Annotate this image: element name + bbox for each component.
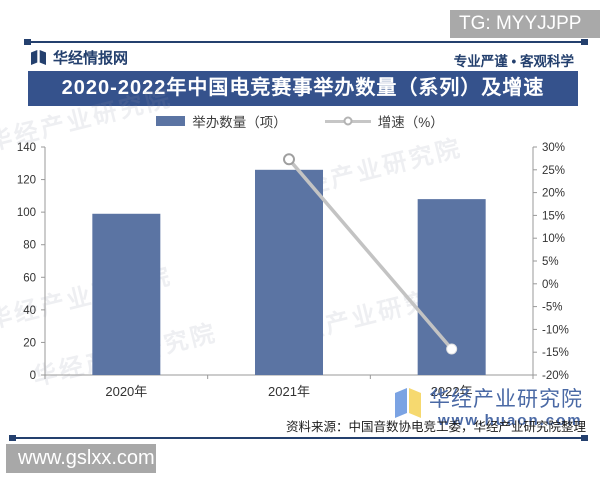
- growth-line: [287, 157, 454, 351]
- huaon-logo-icon: [392, 385, 424, 429]
- header-rule: [24, 39, 588, 45]
- rule-cap: [24, 39, 31, 45]
- right-axis-tick-label: 10%: [542, 233, 565, 245]
- circle-marker-icon: [343, 116, 353, 126]
- line-marker-icon: [324, 116, 371, 126]
- left-axis-tick-label: 140: [17, 142, 36, 154]
- left-axis-tick-label: 120: [17, 175, 36, 187]
- site-brand-name: 华经情报网: [53, 50, 129, 67]
- right-axis-tick-label: -10%: [542, 324, 569, 336]
- bar-swatch-icon: [156, 116, 186, 126]
- right-axis-tick-label: -20%: [542, 370, 569, 382]
- footer-brand: 华经产业研究院 www.huaon.com: [392, 383, 583, 429]
- left-axis-tick-label: 20: [23, 337, 36, 349]
- bar-2020年: [92, 213, 161, 375]
- right-axis-tick-label: 30%: [542, 142, 565, 154]
- legend-line-label: 增速（%）: [377, 115, 444, 130]
- right-axis-tick-label: 15%: [542, 210, 565, 222]
- x-axis-label: 2020年: [105, 384, 147, 399]
- footer-brand-site: www.huaon.com: [438, 412, 583, 429]
- right-axis-tick-label: 25%: [542, 165, 565, 177]
- legend: 举办数量（项） 增速（%）: [0, 111, 600, 131]
- left-axis-tick-label: 40: [23, 305, 36, 317]
- footer-brand-name: 华经产业研究院: [429, 388, 583, 411]
- legend-bar-label: 举办数量（项）: [192, 115, 287, 130]
- site-brand: 华经情报网: [30, 47, 128, 68]
- right-axis-tick-label: 0%: [542, 279, 559, 291]
- left-axis-tick-label: 80: [23, 240, 36, 252]
- chart-area: 0 20 40 60 80 100 120 140 30% 25% 20% 15% 10% 5% 0% -5%…: [17, 142, 569, 399]
- legend-item-bars: 举办数量（项）: [156, 111, 287, 131]
- right-axis-tick-label: 5%: [542, 256, 559, 268]
- rule-cap: [9, 435, 16, 441]
- x-axis-label: 2022年: [431, 384, 473, 399]
- right-axis-tick-label: -15%: [542, 347, 569, 359]
- left-axis-tick-label: 60: [23, 272, 36, 284]
- corner-watermark-badge: www.gslxx.com: [6, 444, 156, 473]
- site-tagline: 专业严谨 • 客观科学: [453, 54, 574, 69]
- left-axis-tick-label: 0: [30, 370, 36, 382]
- x-axis-label: 2021年: [268, 384, 310, 399]
- book-logo-icon: [30, 49, 47, 66]
- bar-2021年: [255, 169, 323, 375]
- rule-cap: [581, 39, 588, 45]
- growth-point-marker: [446, 343, 458, 355]
- right-axis-tick-label: -5%: [542, 302, 562, 314]
- rule-cap: [581, 435, 588, 441]
- right-axis-tick-label: 20%: [542, 188, 565, 200]
- tg-badge: TG: MYYJJPP: [450, 10, 600, 38]
- source-note: 资料来源：中国音数协电竞工委，华经产业研究院整理: [285, 420, 586, 434]
- legend-item-line: 增速（%）: [324, 111, 444, 131]
- chart-title: 2020-2022年中国电竞赛事举办数量（系列）及增速: [28, 71, 578, 106]
- footer-rule: [9, 435, 588, 441]
- left-axis-tick-label: 100: [17, 207, 36, 219]
- growth-point-marker: [283, 153, 295, 166]
